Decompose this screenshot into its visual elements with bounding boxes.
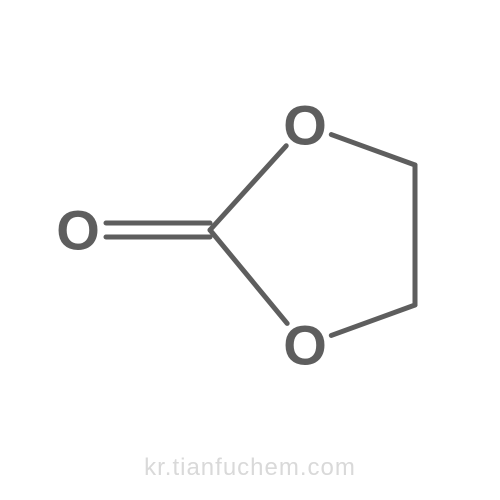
atom-O_dbl: O bbox=[56, 198, 100, 263]
atom-O_bot: O bbox=[283, 313, 327, 378]
atom-O_top: O bbox=[283, 93, 327, 158]
watermark-text: kr.tianfuchem.com bbox=[144, 454, 356, 482]
